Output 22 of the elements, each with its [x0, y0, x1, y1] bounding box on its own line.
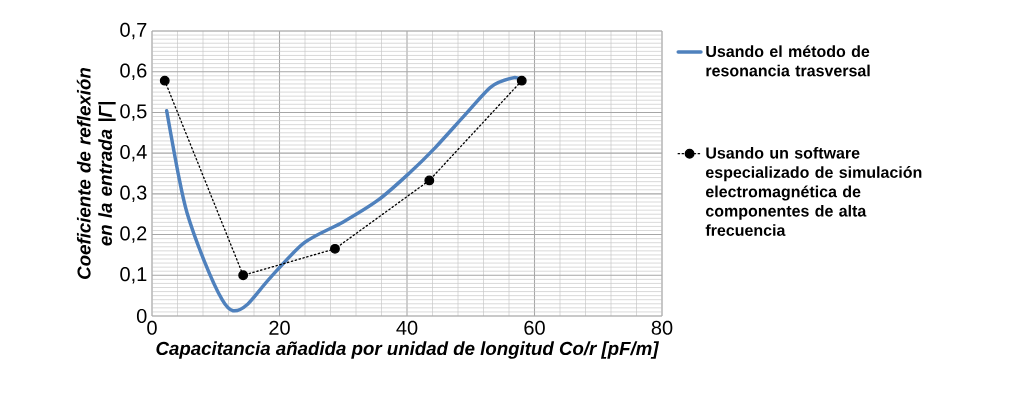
x-tick-label: 60 — [524, 320, 545, 335]
x-tick-label: 20 — [269, 320, 290, 335]
x-tick-label: 40 — [396, 320, 418, 335]
x-axis-title: Capacitancia añadida por unidad de longitud Co/r [pF/m] — [156, 341, 660, 359]
y-tick-label: 0,4 — [120, 144, 147, 162]
y-axis-title: Coeficiente de reflexión en la entrada |Γ| — [76, 67, 116, 279]
legend-label: Usando un software especializado de simulación electromagnética de componentes de alta frecuencia — [705, 146, 922, 236]
point — [424, 175, 435, 186]
point — [238, 270, 249, 281]
legend-label: Usando el método de resonancia trasversal — [706, 45, 870, 77]
y-tick-label: 0,6 — [120, 63, 147, 80]
y-tick-label: 0,5 — [120, 104, 147, 121]
y-tick-label: 0,2 — [120, 226, 147, 243]
x-tick-label: 80 — [651, 320, 673, 335]
y-tick-label: 0,3 — [120, 185, 147, 203]
point — [330, 243, 340, 254]
y-tick-label: 0,7 — [120, 22, 147, 40]
point — [159, 75, 170, 86]
y-tick-label: 0,1 — [120, 267, 147, 284]
point — [516, 75, 527, 86]
y-tick-label: 0 — [136, 308, 147, 324]
x-tick-label: 0 — [147, 320, 157, 335]
